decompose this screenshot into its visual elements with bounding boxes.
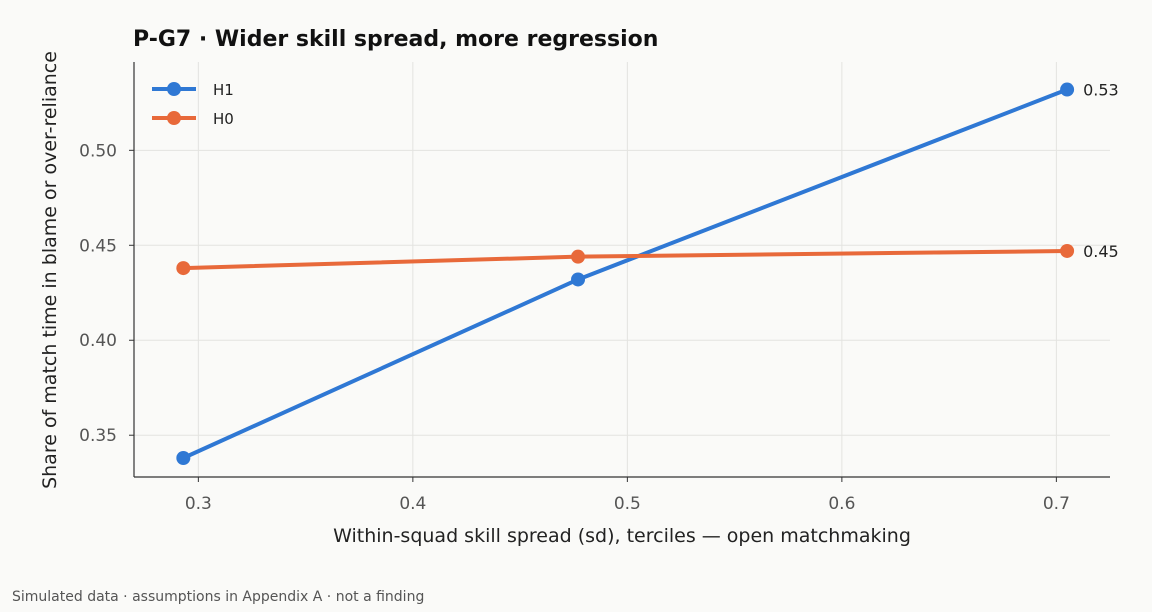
legend-label: H1 xyxy=(213,81,234,99)
end-label-h0: 0.45 xyxy=(1083,242,1119,261)
data-point-h0 xyxy=(1060,243,1075,258)
y-tick-label: 0.45 xyxy=(79,236,117,256)
x-axis-label: Within-squad skill spread (sd), terciles… xyxy=(333,525,911,547)
x-tick-label: 0.3 xyxy=(185,494,212,514)
series-h0: 0.45 xyxy=(176,242,1119,276)
grid xyxy=(134,62,1110,477)
legend: H1 H0 xyxy=(152,81,234,128)
y-tick-label: 0.50 xyxy=(79,141,117,161)
legend-label: H0 xyxy=(213,110,234,128)
legend-item-h1: H1 xyxy=(152,81,234,99)
y-tick-label: 0.35 xyxy=(79,426,117,446)
series-h1: 0.53 xyxy=(176,81,1119,466)
y-axis-label: Share of match time in blame or over-rel… xyxy=(39,51,61,489)
y-tick-label: 0.40 xyxy=(79,331,117,351)
x-tick-label: 0.6 xyxy=(828,494,855,514)
data-point-h0 xyxy=(571,249,586,264)
footnote: Simulated data · assumptions in Appendix… xyxy=(12,589,424,605)
data-point-h1 xyxy=(176,451,191,466)
series: 0.53 0.45 xyxy=(176,81,1119,466)
data-point-h1 xyxy=(571,272,586,287)
data-point-h0 xyxy=(176,261,191,276)
ticks: 0.3 0.4 0.5 0.6 0.7 0.35 0.40 0.45 0.50 xyxy=(79,141,1070,514)
data-point-h1 xyxy=(1060,82,1075,97)
legend-swatch-marker xyxy=(167,82,181,96)
end-label-h1: 0.53 xyxy=(1083,81,1119,100)
legend-item-h0: H0 xyxy=(152,110,234,128)
x-tick-label: 0.5 xyxy=(614,494,641,514)
chart-title: P-G7 · Wider skill spread, more regressi… xyxy=(133,27,658,52)
x-tick-label: 0.7 xyxy=(1043,494,1070,514)
legend-swatch-marker xyxy=(167,111,181,125)
x-tick-label: 0.4 xyxy=(399,494,426,514)
